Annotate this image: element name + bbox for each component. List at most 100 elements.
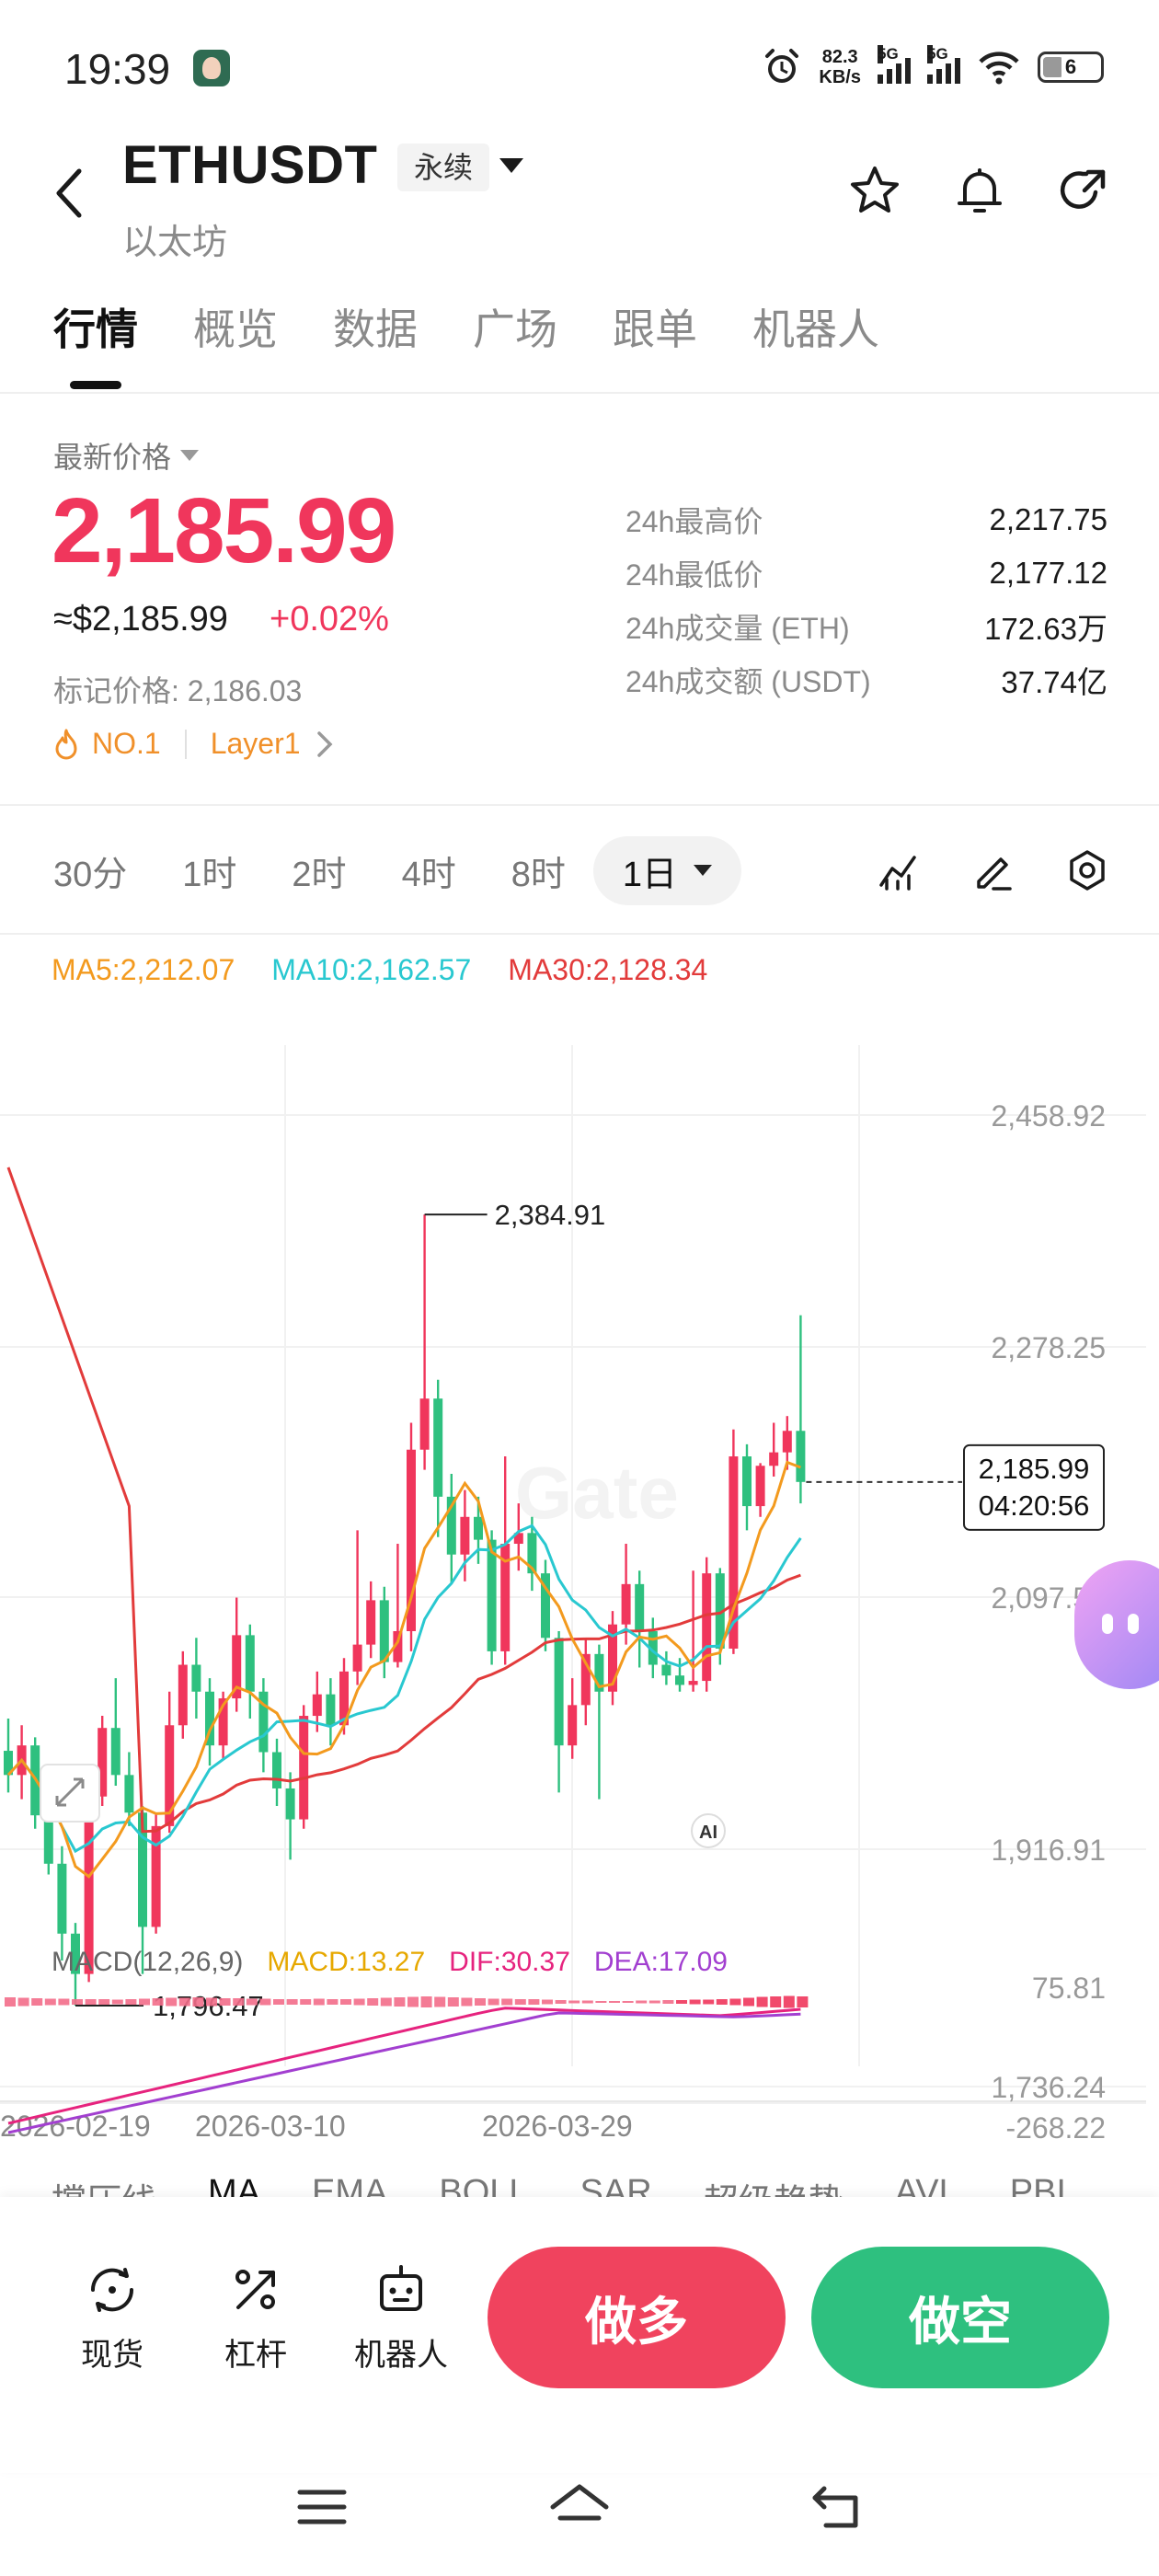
home-icon (550, 2484, 609, 2521)
timeframe-2h[interactable]: 2时 (292, 855, 347, 894)
macd-histogram-bar (259, 1998, 271, 2006)
bot-label: 机器人 (354, 2338, 448, 2373)
macd-histogram-bar (729, 1998, 741, 2006)
spot-button[interactable]: 现货 (57, 2261, 167, 2375)
candlestick-chart[interactable]: Gate2,458.922,278.252,097.581,916.911,73… (0, 935, 1159, 2195)
stat-row: 24h成交量 (ETH) 172.63万 (625, 600, 1107, 653)
candle-down (258, 1691, 269, 1753)
net-speed-unit: KB/s (819, 67, 861, 87)
settings-icon (1070, 850, 1105, 891)
share-button[interactable] (1050, 158, 1115, 223)
timeframe-active-label: 1日 (622, 855, 677, 894)
back-nav-button[interactable] (800, 2475, 874, 2539)
macd-histogram-bar (461, 1997, 473, 2007)
ma-legend: MA5:2,212.07 MA10:2,162.57 MA30:2,128.34 (52, 953, 707, 987)
price-axis-label: 2,458.92 (991, 1099, 1106, 1133)
macd-axis-label: -268.22 (1005, 2111, 1106, 2145)
timeframe-30m[interactable]: 30分 (53, 855, 128, 894)
home-button[interactable] (543, 2475, 616, 2539)
watermark: Gate (515, 1452, 679, 1534)
ai-assistant-button[interactable] (1074, 1560, 1159, 1689)
macd-histogram-bar (434, 1996, 446, 2007)
status-bar: 19:39 82.3 KB/s 5G 5G 6 (0, 0, 1159, 138)
tab-overview[interactable]: 概览 (193, 305, 278, 353)
candle-down (661, 1664, 671, 1676)
stat-label: 24h最低价 (625, 558, 763, 592)
contract-type-tag[interactable]: 永续 (397, 144, 490, 191)
candle-up (232, 1635, 242, 1699)
expand-icon-arrows (55, 1777, 85, 1807)
main-tabs: 行情 概览 数据 广场 跟单 机器人 (53, 296, 935, 389)
indicator-button[interactable] (872, 843, 927, 898)
chevron-down-icon[interactable] (499, 158, 523, 173)
current-price-label: 2,185.99 (979, 1453, 1090, 1485)
favorite-button[interactable] (843, 158, 907, 223)
draw-button[interactable] (966, 843, 1021, 898)
pair-title[interactable]: ETHUSDT (122, 135, 378, 195)
back-button[interactable] (46, 161, 92, 225)
dif-value: DIF:30.37 (449, 1947, 570, 1977)
long-button[interactable]: 做多 (488, 2247, 786, 2388)
price-change: +0.02% (270, 600, 389, 638)
candle-down (43, 1815, 53, 1864)
ma10-value: MA10:2,162.57 (271, 953, 472, 986)
macd-histogram-bar (501, 1998, 513, 2006)
macd-histogram-bar (689, 1999, 701, 2005)
candle-up (165, 1725, 175, 1826)
timeframe-8h[interactable]: 8时 (511, 855, 566, 894)
status-icons: 82.3 KB/s 5G 5G 6 (762, 44, 1104, 90)
macd-legend: MACD(12,26,9) MACD:13.27 DIF:30.37 DEA:1… (52, 1947, 728, 1978)
indicator-icon (879, 856, 916, 891)
candle-down (138, 1812, 147, 1927)
date-axis-label: 2026-03-10 (195, 2110, 346, 2143)
tab-bots[interactable]: 机器人 (752, 305, 879, 353)
bot-button[interactable]: 机器人 (346, 2261, 456, 2375)
ma30-line (6, 1167, 801, 1834)
net-speed: 82.3 KB/s (819, 47, 861, 87)
latest-price-selector[interactable]: 最新价格 (53, 434, 200, 477)
macd-histogram-bar (380, 1997, 392, 2007)
candle-up (419, 1398, 430, 1450)
tab-market[interactable]: 行情 (53, 296, 138, 389)
macd-histogram-bar (246, 1998, 258, 2006)
timeframe-4h[interactable]: 4时 (401, 855, 456, 894)
candle-down (285, 1788, 295, 1820)
macd-histogram-bar (622, 2001, 634, 2003)
timeframe-selector[interactable]: 1日 (592, 835, 741, 905)
macd-histogram-bar (139, 1998, 150, 2006)
stat-label: 24h最高价 (625, 505, 763, 538)
chart-settings-button[interactable] (1060, 843, 1115, 898)
stat-value: 37.74亿 (1001, 665, 1107, 699)
sim2-label: 5G (927, 45, 948, 63)
macd-histogram-bar (756, 1996, 768, 2007)
timeframe-1h[interactable]: 1时 (182, 855, 237, 894)
short-button[interactable]: 做空 (811, 2247, 1109, 2388)
recent-apps-button[interactable] (285, 2475, 359, 2539)
alert-button[interactable] (947, 158, 1012, 223)
candle-down (541, 1573, 550, 1639)
tab-data[interactable]: 数据 (333, 305, 418, 353)
macd-histogram-bar (273, 1999, 284, 2005)
candle-down (675, 1675, 684, 1685)
macd-histogram-bar (98, 1999, 110, 2005)
tab-copy-trade[interactable]: 跟单 (613, 305, 697, 353)
candle-down (527, 1533, 537, 1574)
stat-row: 24h最低价 2,177.12 (625, 546, 1107, 600)
candle-down (124, 1775, 134, 1813)
macd-histogram-bar (542, 1999, 553, 2005)
candle-down (205, 1691, 214, 1746)
macd-histogram-bar (555, 2000, 567, 2004)
tab-square[interactable]: 广场 (473, 305, 557, 353)
candle-up (366, 1600, 376, 1645)
timeframe-bar: 30分 1时 2时 4时 8时 1日 (53, 834, 797, 907)
macd-histogram-bar (475, 1998, 486, 2006)
asset-tags[interactable]: NO.1 Layer1 (53, 727, 334, 761)
menu-icon (297, 2490, 347, 2524)
tabs-divider (0, 392, 1159, 394)
candle-up (782, 1431, 792, 1453)
battery-level: 6 (1061, 55, 1081, 79)
margin-button[interactable]: 杠杆 (201, 2261, 311, 2375)
candle-down (742, 1456, 752, 1507)
macd-histogram-bar (514, 1999, 526, 2005)
candle-up (151, 1825, 161, 1927)
